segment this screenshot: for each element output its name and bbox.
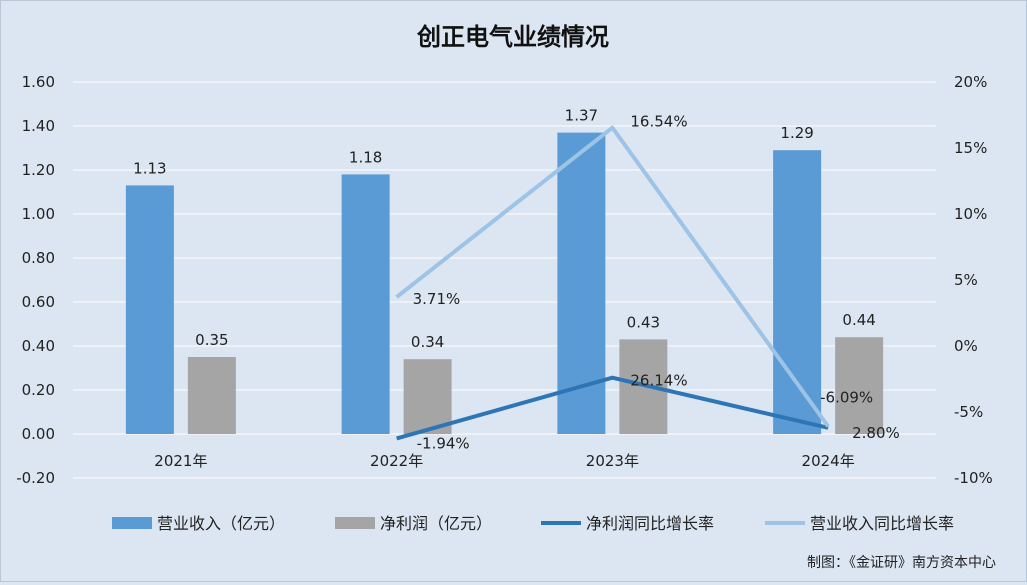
category-labels: 2021年 2022年 2023年 2024年 [154,452,854,470]
bar-series: 1.13 1.18 1.37 1.29 0.35 0.34 0.43 0.44 [125,107,884,434]
legend-swatch [335,517,375,529]
left-tick-label: 1.20 [22,161,55,179]
bar-value-label: 1.18 [349,148,382,166]
legend-label: 净利润（亿元） [380,514,492,533]
right-tick-label: 20% [954,73,987,91]
bar [773,150,822,434]
left-tick-label: 1.00 [22,205,55,223]
line-value-label: -1.94% [417,434,470,452]
legend-label: 净利润同比增长率 [586,514,714,533]
line-value-label: 2.80% [852,424,900,442]
right-tick-label: 5% [954,271,978,289]
category-label: 2024年 [802,452,855,470]
line-series: -1.94% 26.14% 2.80% 3.71% 16.54% -6.09% [395,113,900,452]
line-value-label: -6.09% [820,388,873,406]
line-value-label: 3.71% [413,290,461,308]
left-tick-label: 0.00 [22,425,55,443]
bar-value-label: 1.37 [565,107,598,125]
left-tick-label: 1.60 [22,73,55,91]
left-tick-label: 0.80 [22,249,55,267]
bar-value-label: 0.43 [627,313,660,331]
left-tick-label: -0.20 [16,469,55,487]
bar-value-label: 1.13 [133,159,166,177]
right-axis-ticks: -10% -5% 0% 5% 10% 15% 20% [954,73,993,487]
category-label: 2021年 [154,452,207,470]
left-tick-label: 0.60 [22,293,55,311]
legend-label: 营业收入（亿元） [157,514,285,533]
source-credit: 制图：《金证研》南方资本中心 [807,555,996,571]
bar [187,357,236,434]
bar [835,337,884,434]
left-tick-label: 0.20 [22,381,55,399]
bar-value-label: 0.44 [842,311,875,329]
category-label: 2023年 [586,452,639,470]
bar-value-label: 1.29 [780,124,813,142]
line-value-label: 16.54% [630,113,687,131]
chart-title: 创正电气业绩情况 [416,23,609,51]
line-value-label: 26.14% [630,372,687,390]
bar [341,174,390,434]
legend: 营业收入（亿元） 净利润（亿元） 净利润同比增长率 营业收入同比增长率 [112,514,954,533]
right-tick-label: 10% [954,205,987,223]
left-tick-label: 1.40 [22,117,55,135]
legend-label: 营业收入同比增长率 [810,514,954,533]
bar [557,132,606,434]
right-tick-label: -10% [954,469,993,487]
legend-swatch [112,517,152,529]
bar [125,185,174,434]
right-tick-label: 0% [954,337,978,355]
series-line [395,125,830,428]
bar-value-label: 0.35 [195,331,228,349]
bar [403,359,452,434]
category-label: 2022年 [370,452,423,470]
bar-value-label: 0.34 [411,333,444,351]
left-tick-label: 0.40 [22,337,55,355]
right-tick-label: 15% [954,139,987,157]
series-line [396,375,829,441]
right-tick-label: -5% [954,403,983,421]
left-axis-ticks: -0.20 0.00 0.20 0.40 0.60 0.80 1.00 1.20 1.40 1.6… [16,73,55,487]
